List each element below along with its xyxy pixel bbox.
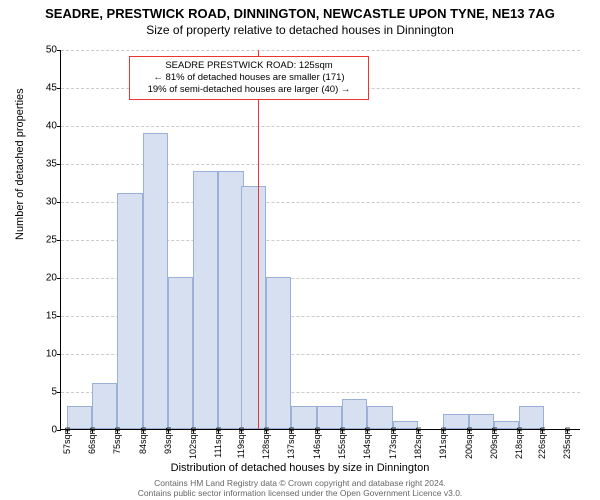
histogram-bar [317,406,342,429]
ytick-mark [57,50,61,51]
annotation-box: SEADRE PRESTWICK ROAD: 125sqm← 81% of de… [129,56,369,100]
histogram-bar [193,171,218,429]
ytick-label: 0 [31,425,57,436]
chart-subtitle: Size of property relative to detached ho… [0,21,600,37]
reference-line [258,50,259,429]
xtick-label: 173sqm [388,427,398,459]
xtick-label: 182sqm [413,427,423,459]
x-axis-label: Distribution of detached houses by size … [0,462,600,474]
ytick-label: 40 [31,121,57,132]
xtick-label: 119sqm [236,427,246,458]
ytick-mark [57,430,61,431]
ytick-mark [57,88,61,89]
ytick-label: 15 [31,311,57,322]
histogram-bar [218,171,243,429]
xtick-label: 218sqm [514,427,524,459]
annotation-line: SEADRE PRESTWICK ROAD: 125sqm [136,60,362,72]
ytick-mark [57,392,61,393]
xtick-label: 102sqm [188,427,198,459]
histogram-bar [241,186,266,429]
histogram-bar [143,133,168,429]
chart-container: SEADRE, PRESTWICK ROAD, DINNINGTON, NEWC… [0,0,600,500]
xtick-label: 155sqm [337,427,347,459]
xtick-label: 191sqm [438,427,448,459]
footer-line-1: Contains HM Land Registry data © Crown c… [0,478,600,488]
ytick-label: 45 [31,83,57,94]
ytick-label: 25 [31,235,57,246]
histogram-bar [67,406,92,429]
ytick-mark [57,126,61,127]
histogram-bar [168,277,193,429]
xtick-label: 146sqm [312,427,322,459]
xtick-label: 57sqm [62,427,72,454]
gridline [61,126,580,127]
histogram-bar [117,193,142,429]
ytick-mark [57,240,61,241]
ytick-mark [57,202,61,203]
ytick-label: 5 [31,387,57,398]
ytick-label: 35 [31,159,57,170]
gridline [61,164,580,165]
histogram-bar [367,406,392,429]
annotation-line: ← 81% of detached houses are smaller (17… [136,72,362,84]
xtick-label: 137sqm [286,427,296,459]
ytick-mark [57,278,61,279]
histogram-bar [92,383,117,429]
xtick-label: 164sqm [362,427,372,459]
xtick-label: 111sqm [213,427,223,458]
ytick-label: 20 [31,273,57,284]
ytick-mark [57,164,61,165]
chart-title: SEADRE, PRESTWICK ROAD, DINNINGTON, NEWC… [0,0,600,21]
histogram-bar [266,277,291,429]
xtick-label: 200sqm [464,427,474,459]
ytick-label: 10 [31,349,57,360]
xtick-label: 93sqm [163,427,173,454]
xtick-label: 226sqm [537,427,547,459]
plot-area: 0510152025303540455057sqm66sqm75sqm84sqm… [60,50,580,430]
histogram-bar [519,406,544,429]
footer-line-2: Contains public sector information licen… [0,488,600,498]
y-axis-label: Number of detached properties [14,88,26,240]
xtick-label: 75sqm [112,427,122,454]
xtick-label: 209sqm [489,427,499,459]
gridline [61,50,580,51]
footer: Contains HM Land Registry data © Crown c… [0,478,600,498]
ytick-label: 50 [31,45,57,56]
histogram-bar [342,399,367,429]
xtick-label: 84sqm [138,427,148,454]
ytick-mark [57,354,61,355]
xtick-label: 128sqm [261,427,271,459]
xtick-label: 66sqm [87,427,97,454]
annotation-line: 19% of semi-detached houses are larger (… [136,84,362,96]
xtick-label: 235sqm [562,427,572,459]
plot: 0510152025303540455057sqm66sqm75sqm84sqm… [60,50,580,430]
ytick-label: 30 [31,197,57,208]
histogram-bar [291,406,316,429]
ytick-mark [57,316,61,317]
